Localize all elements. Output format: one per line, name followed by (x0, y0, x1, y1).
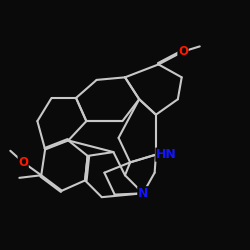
Text: O: O (178, 45, 188, 58)
Text: N: N (138, 187, 148, 200)
Text: O: O (18, 156, 28, 169)
Text: HN: HN (156, 148, 177, 161)
